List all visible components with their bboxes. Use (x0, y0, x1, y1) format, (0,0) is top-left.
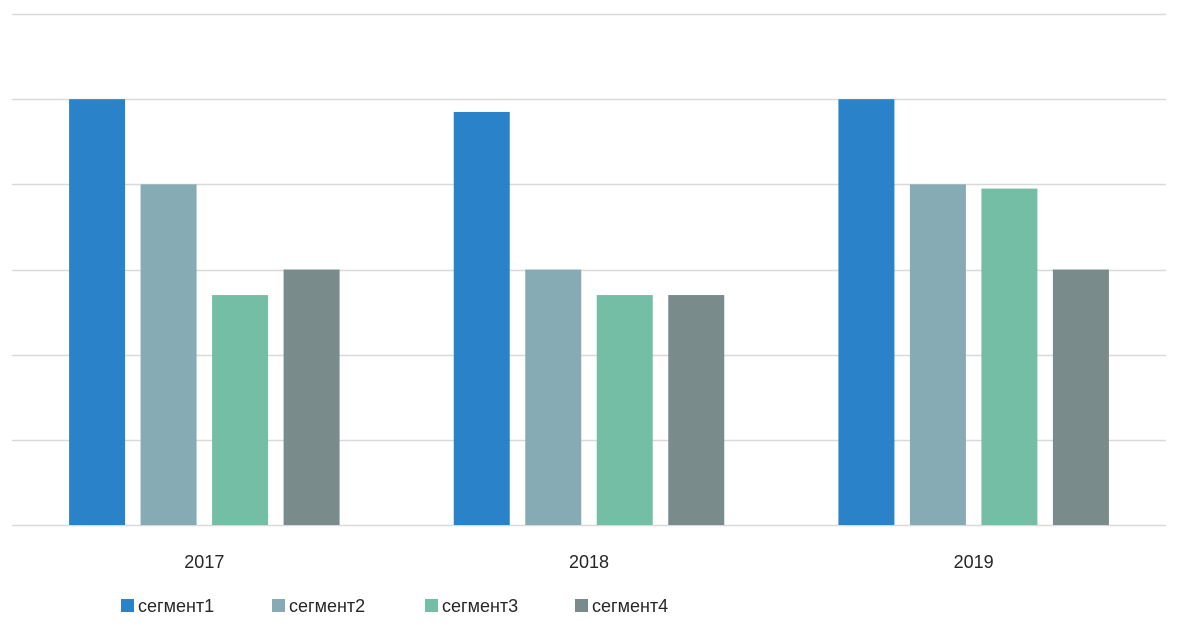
x-tick-label-2018: 2018 (569, 552, 609, 572)
legend-label-2: сегмент2 (289, 596, 365, 616)
bar-2018-series1 (453, 111, 510, 526)
legend-label-4: сегмент4 (592, 596, 668, 616)
bar-2017-series1 (69, 99, 126, 526)
bars (69, 99, 1109, 526)
legend-swatch-1 (121, 599, 134, 612)
legend-swatch-2 (272, 599, 285, 612)
bar-2017-series2 (140, 184, 197, 526)
gridlines (12, 13, 1166, 527)
bar-2018-series3 (596, 295, 653, 525)
bar-2018-series4 (668, 295, 725, 525)
bar-2018-series2 (525, 269, 582, 525)
bar-2019-series3 (981, 188, 1038, 525)
bar-2019-series4 (1052, 269, 1109, 525)
x-tick-label-2017: 2017 (184, 552, 224, 572)
legend: сегмент1 сегмент2 сегмент3 сегмент4 (121, 596, 668, 616)
legend-label-1: сегмент1 (138, 596, 214, 616)
bar-2019-series1 (838, 99, 895, 526)
legend-swatch-3 (425, 599, 438, 612)
bar-2017-series3 (212, 295, 269, 525)
legend-swatch-4 (575, 599, 588, 612)
bar-2019-series2 (909, 184, 966, 526)
x-axis-labels: 2017 2018 2019 (184, 552, 993, 572)
legend-label-3: сегмент3 (442, 596, 518, 616)
x-tick-label-2019: 2019 (954, 552, 994, 572)
bar-2017-series4 (283, 269, 340, 525)
